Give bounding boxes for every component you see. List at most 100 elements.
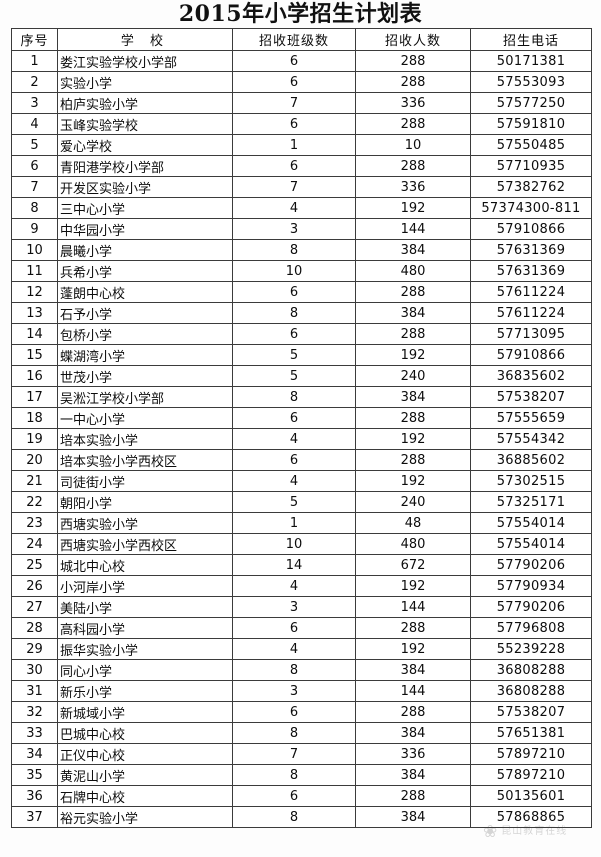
cell-phone: 55239228 xyxy=(470,638,592,660)
column-header-classes: 招收班级数 xyxy=(232,28,356,51)
cell-school: 小河岸小学 xyxy=(57,575,233,597)
cell-school: 青阳港学校小学部 xyxy=(57,155,233,177)
cell-index: 16 xyxy=(11,365,58,387)
cell-phone: 57910866 xyxy=(470,218,592,240)
cell-students: 288 xyxy=(355,785,471,807)
cell-index: 25 xyxy=(11,554,58,576)
cell-phone: 57631369 xyxy=(470,260,592,282)
table-row: 14 包桥小学 6 288 57713095 xyxy=(11,323,592,345)
cell-school: 新城域小学 xyxy=(57,701,233,723)
admission-plan-table-wrapper: 序号 学 校 招收班级数 招收人数 招生电话 1 娄江实验学校小学部 6 288 501… xyxy=(11,28,592,828)
cell-index: 28 xyxy=(11,617,58,639)
cell-classes: 4 xyxy=(232,638,356,660)
table-row: 6 青阳港学校小学部 6 288 57710935 xyxy=(11,155,592,177)
cell-students: 192 xyxy=(355,575,471,597)
cell-school: 高科园小学 xyxy=(57,617,233,639)
cell-school: 石牌中心校 xyxy=(57,785,233,807)
cell-students: 288 xyxy=(355,113,471,135)
table-row: 16 世茂小学 5 240 36835602 xyxy=(11,365,592,387)
cell-school: 西塘实验小学 xyxy=(57,512,233,534)
cell-phone: 57302515 xyxy=(470,470,592,492)
table-row: 9 中华园小学 3 144 57910866 xyxy=(11,218,592,240)
cell-phone: 57374300-811 xyxy=(470,197,592,219)
cell-school: 一中心小学 xyxy=(57,407,233,429)
cell-students: 192 xyxy=(355,428,471,450)
admission-plan-table: 序号 学 校 招收班级数 招收人数 招生电话 1 娄江实验学校小学部 6 288 501… xyxy=(11,28,592,828)
watermark-label: 昆山教育在线 xyxy=(501,826,568,837)
table-row: 35 黄泥山小学 8 384 57897210 xyxy=(11,764,592,786)
cell-phone: 57538207 xyxy=(470,701,592,723)
cell-index: 3 xyxy=(11,92,58,114)
cell-classes: 6 xyxy=(232,785,356,807)
cell-school: 实验小学 xyxy=(57,71,233,93)
cell-school: 振华实验小学 xyxy=(57,638,233,660)
cell-index: 17 xyxy=(11,386,58,408)
cell-classes: 6 xyxy=(232,281,356,303)
cell-phone: 57611224 xyxy=(470,302,592,324)
table-row: 21 司徒街小学 4 192 57302515 xyxy=(11,470,592,492)
cell-index: 21 xyxy=(11,470,58,492)
cell-students: 384 xyxy=(355,659,471,681)
cell-school: 西塘实验小学西校区 xyxy=(57,533,233,555)
cell-students: 288 xyxy=(355,323,471,345)
cell-phone: 57577250 xyxy=(470,92,592,114)
cell-students: 192 xyxy=(355,197,471,219)
cell-students: 144 xyxy=(355,218,471,240)
cell-students: 288 xyxy=(355,449,471,471)
cell-index: 4 xyxy=(11,113,58,135)
cell-classes: 6 xyxy=(232,50,356,72)
cell-school: 中华园小学 xyxy=(57,218,233,240)
cell-phone: 50171381 xyxy=(470,50,592,72)
cell-index: 19 xyxy=(11,428,58,450)
table-header: 序号 学 校 招收班级数 招收人数 招生电话 xyxy=(11,28,592,51)
cell-index: 22 xyxy=(11,491,58,513)
cell-school: 裕元实验小学 xyxy=(57,806,233,828)
cell-classes: 6 xyxy=(232,407,356,429)
cell-phone: 57555659 xyxy=(470,407,592,429)
table-row: 23 西塘实验小学 1 48 57554014 xyxy=(11,512,592,534)
cell-school: 石予小学 xyxy=(57,302,233,324)
cell-school: 爱心学校 xyxy=(57,134,233,156)
table-row: 5 爱心学校 1 10 57550485 xyxy=(11,134,592,156)
cell-school: 朝阳小学 xyxy=(57,491,233,513)
cell-phone: 57553093 xyxy=(470,71,592,93)
table-row: 28 高科园小学 6 288 57796808 xyxy=(11,617,592,639)
cell-classes: 4 xyxy=(232,428,356,450)
cell-index: 8 xyxy=(11,197,58,219)
cell-classes: 6 xyxy=(232,701,356,723)
cell-index: 11 xyxy=(11,260,58,282)
cell-school: 美陆小学 xyxy=(57,596,233,618)
cell-index: 35 xyxy=(11,764,58,786)
header-row: 序号 学 校 招收班级数 招收人数 招生电话 xyxy=(11,28,592,51)
cell-index: 23 xyxy=(11,512,58,534)
cell-students: 384 xyxy=(355,764,471,786)
cell-classes: 1 xyxy=(232,134,356,156)
table-row: 8 三中心小学 4 192 57374300-811 xyxy=(11,197,592,219)
table-row: 3 柏庐实验小学 7 336 57577250 xyxy=(11,92,592,114)
cell-phone: 57796808 xyxy=(470,617,592,639)
cell-school: 玉峰实验学校 xyxy=(57,113,233,135)
cell-index: 37 xyxy=(11,806,58,828)
cell-students: 288 xyxy=(355,701,471,723)
cell-school: 蝶湖湾小学 xyxy=(57,344,233,366)
cell-index: 32 xyxy=(11,701,58,723)
cell-phone: 57631369 xyxy=(470,239,592,261)
cell-phone: 36808288 xyxy=(470,659,592,681)
cell-students: 384 xyxy=(355,722,471,744)
cell-students: 192 xyxy=(355,638,471,660)
cell-classes: 8 xyxy=(232,302,356,324)
cell-phone: 57790206 xyxy=(470,596,592,618)
cell-phone: 57550485 xyxy=(470,134,592,156)
table-row: 2 实验小学 6 288 57553093 xyxy=(11,71,592,93)
table-row: 11 兵希小学 10 480 57631369 xyxy=(11,260,592,282)
table-row: 25 城北中心校 14 672 57790206 xyxy=(11,554,592,576)
table-row: 12 蓬朗中心校 6 288 57611224 xyxy=(11,281,592,303)
cell-school: 司徒街小学 xyxy=(57,470,233,492)
cell-students: 192 xyxy=(355,470,471,492)
table-row: 36 石牌中心校 6 288 50135601 xyxy=(11,785,592,807)
cell-classes: 6 xyxy=(232,617,356,639)
table-row: 20 培本实验小学西校区 6 288 36885602 xyxy=(11,449,592,471)
cell-classes: 5 xyxy=(232,491,356,513)
cell-phone: 57554014 xyxy=(470,512,592,534)
cell-phone: 57325171 xyxy=(470,491,592,513)
